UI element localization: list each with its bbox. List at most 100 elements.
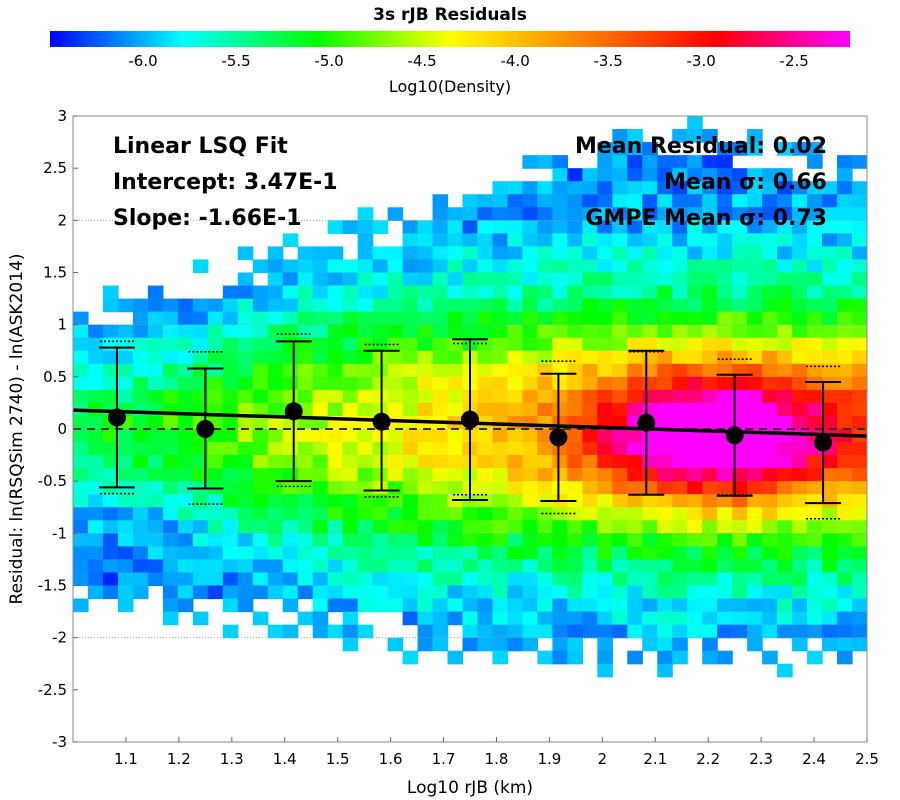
- heatmap-cell: [612, 272, 628, 287]
- heatmap-cell: [672, 311, 688, 326]
- heatmap-cell: [657, 585, 673, 600]
- heatmap-cell: [687, 350, 703, 365]
- y-tick-label: 1: [57, 316, 67, 334]
- heatmap-cell: [627, 611, 643, 626]
- heatmap-cell: [267, 429, 284, 443]
- heatmap-cell: [777, 298, 793, 313]
- heatmap-cell: [567, 520, 583, 534]
- heatmap-cell: [297, 533, 314, 547]
- heatmap-cell: [147, 559, 164, 574]
- heatmap-cell: [252, 546, 269, 561]
- heatmap-cell: [402, 442, 419, 456]
- heatmap-cell: [552, 220, 568, 234]
- heatmap-cell: [282, 533, 299, 547]
- heatmap-cell: [342, 598, 359, 613]
- colorbar-tick-label: -6.0: [128, 52, 157, 70]
- heatmap-cell: [672, 624, 688, 639]
- heatmap-cell: [537, 324, 553, 339]
- heatmap-cell: [657, 663, 673, 678]
- heatmap-cell: [447, 363, 464, 378]
- heatmap-cell: [492, 520, 509, 534]
- heatmap-cell: [552, 181, 568, 195]
- heatmap-cell: [312, 311, 329, 326]
- heatmap-cell: [672, 168, 688, 182]
- heatmap-cell: [327, 585, 344, 600]
- heatmap-cell: [432, 220, 449, 234]
- heatmap-cell: [222, 402, 239, 417]
- heatmap-cell: [357, 494, 374, 508]
- heatmap-cell: [642, 455, 658, 469]
- heatmap-cell: [672, 559, 688, 574]
- heatmap-cell: [222, 468, 239, 482]
- heatmap-cell: [417, 572, 434, 587]
- heatmap-cell: [417, 272, 434, 287]
- heatmap-cell: [432, 350, 449, 365]
- heatmap-cell: [417, 402, 434, 417]
- heatmap-cell: [582, 468, 598, 482]
- x-tick-label: 1.4: [273, 750, 297, 768]
- heatmap-cell: [402, 533, 419, 547]
- heatmap-cell: [73, 311, 89, 326]
- heatmap-cell: [702, 389, 718, 404]
- heatmap-cell: [537, 389, 553, 404]
- heatmap-cell: [702, 350, 718, 365]
- heatmap-cell: [402, 350, 419, 365]
- heatmap-cell: [852, 207, 867, 221]
- heatmap-cell: [732, 624, 748, 639]
- heatmap-cell: [552, 324, 568, 339]
- heatmap-cell: [267, 311, 284, 326]
- heatmap-cell: [747, 194, 763, 208]
- heatmap-cell: [717, 324, 733, 339]
- heatmap-cell: [492, 494, 509, 508]
- heatmap-cell: [717, 533, 733, 547]
- heatmap-cell: [522, 389, 539, 404]
- heatmap-cell: [522, 324, 539, 339]
- heatmap-cell: [402, 337, 419, 352]
- heatmap-cell: [522, 429, 539, 443]
- heatmap-cell: [612, 585, 628, 600]
- heatmap-cell: [657, 389, 673, 404]
- heatmap-cell: [627, 207, 643, 221]
- heatmap-cell: [237, 520, 254, 534]
- heatmap-cell: [357, 468, 374, 482]
- heatmap-cell: [267, 415, 284, 430]
- heatmap-cell: [432, 429, 449, 443]
- heatmap-cell: [687, 572, 703, 587]
- heatmap-cell: [492, 429, 509, 443]
- heatmap-cell: [192, 546, 209, 561]
- heatmap-cell: [807, 389, 823, 404]
- heatmap-cell: [132, 350, 149, 365]
- heatmap-cell: [642, 298, 658, 313]
- heatmap-cell: [357, 520, 374, 534]
- heatmap-cell: [837, 337, 853, 352]
- heatmap-cell: [627, 650, 643, 665]
- heatmap-cell: [462, 246, 479, 261]
- heatmap-cell: [612, 311, 628, 326]
- heatmap-cell: [447, 546, 464, 561]
- heatmap-cell: [762, 402, 778, 417]
- heatmap-cell: [357, 559, 374, 574]
- heatmap-cell: [657, 507, 673, 521]
- heatmap-cell: [462, 520, 479, 534]
- heatmap-cell: [477, 585, 494, 600]
- heatmap-cell: [717, 611, 733, 626]
- heatmap-cell: [73, 481, 89, 495]
- heatmap-cell: [507, 442, 524, 456]
- heatmap-cell: [672, 181, 688, 195]
- heatmap-cell: [297, 546, 314, 561]
- heatmap-cell: [417, 220, 434, 234]
- heatmap-cell: [792, 611, 808, 626]
- heatmap-cell: [312, 455, 329, 469]
- heatmap-cell: [777, 350, 793, 365]
- heatmap-cell: [807, 507, 823, 521]
- heatmap-cell: [852, 546, 867, 561]
- heatmap-cell: [567, 194, 583, 208]
- heatmap-cell: [837, 376, 853, 391]
- heatmap-cell: [237, 363, 254, 378]
- heatmap-cell: [762, 611, 778, 626]
- heatmap-cell: [102, 350, 119, 365]
- heatmap-cell: [777, 559, 793, 574]
- heatmap-cell: [507, 429, 524, 443]
- heatmap-cell: [612, 572, 628, 587]
- heatmap-cell: [732, 455, 748, 469]
